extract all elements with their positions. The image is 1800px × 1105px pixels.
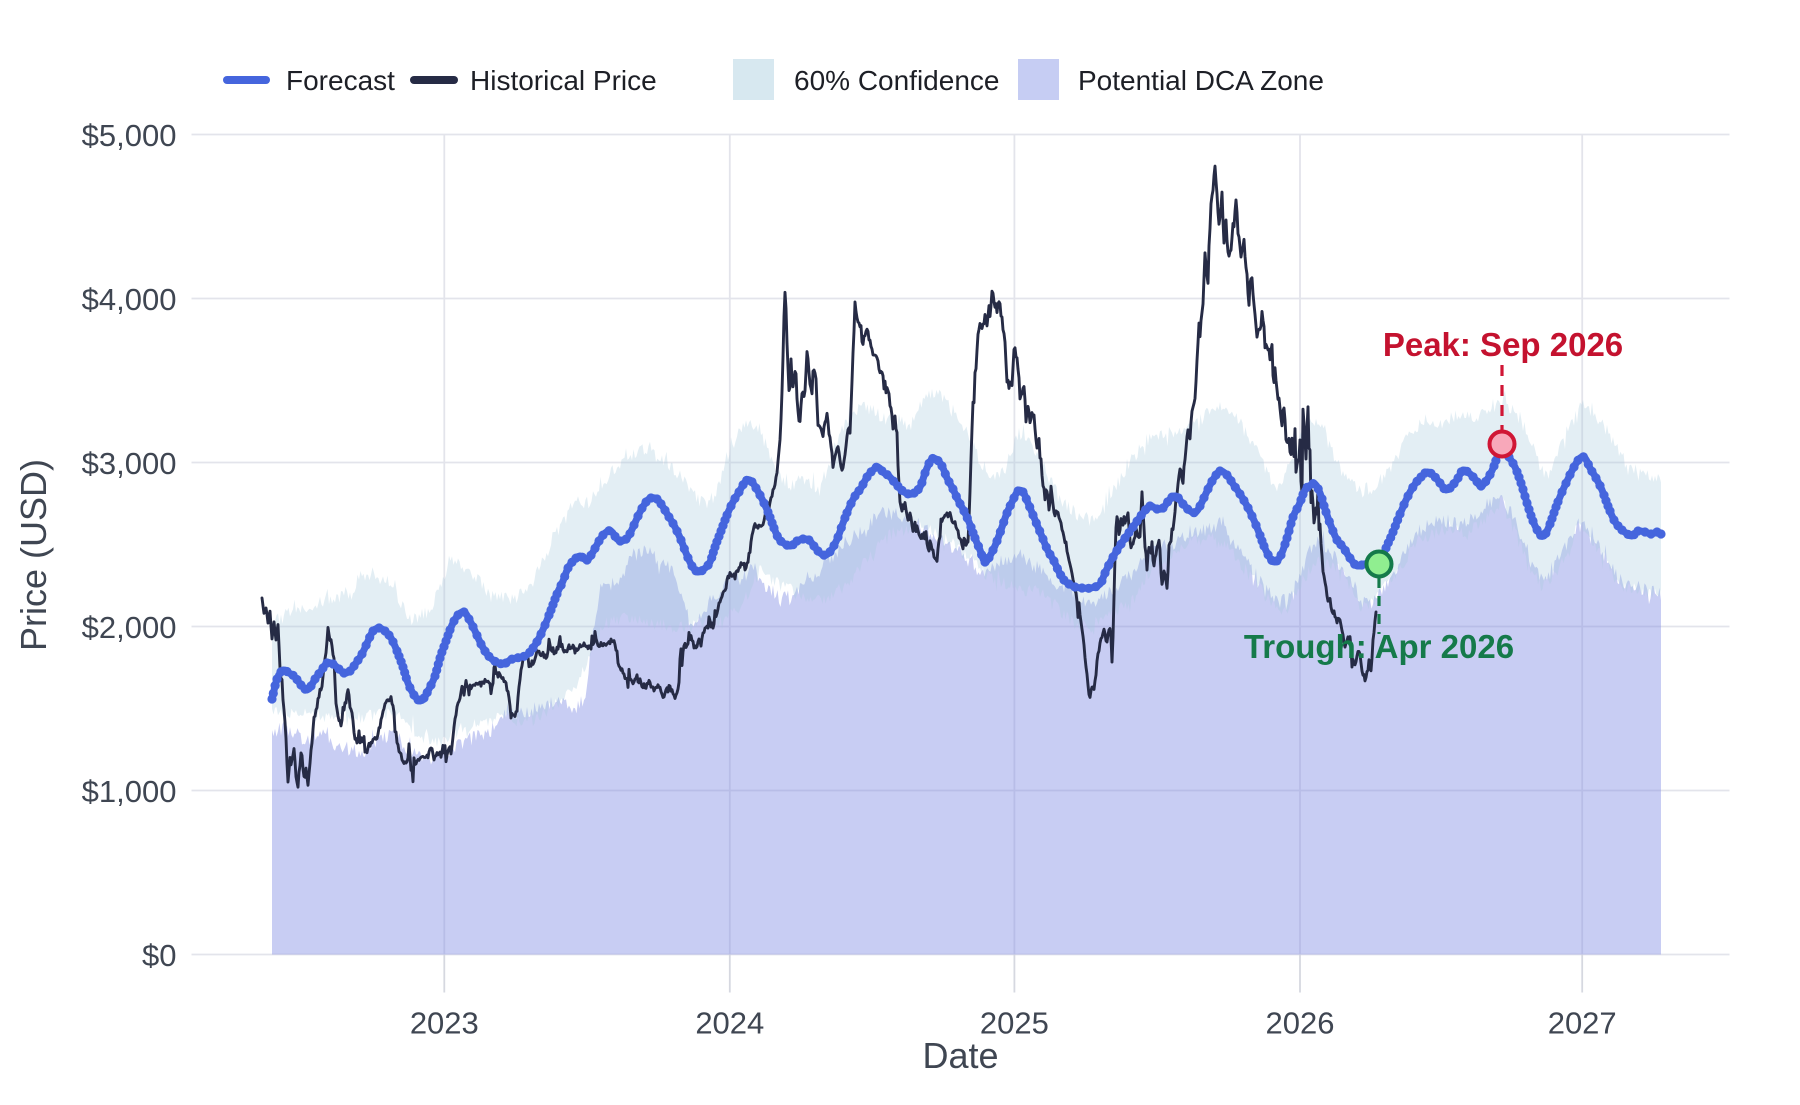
svg-text:$1,000: $1,000 [82, 774, 177, 809]
svg-text:$4,000: $4,000 [82, 282, 177, 317]
svg-text:Potential DCA Zone: Potential DCA Zone [1078, 65, 1324, 96]
svg-text:2027: 2027 [1548, 1006, 1617, 1041]
svg-text:Trough: Apr 2026: Trough: Apr 2026 [1244, 628, 1514, 665]
svg-text:Historical Price: Historical Price [470, 65, 657, 96]
svg-text:$3,000: $3,000 [82, 446, 177, 481]
svg-text:Forecast: Forecast [286, 65, 395, 96]
svg-text:Date: Date [922, 1035, 998, 1076]
svg-text:$0: $0 [142, 938, 176, 973]
svg-text:2024: 2024 [695, 1006, 764, 1041]
svg-text:2026: 2026 [1266, 1006, 1335, 1041]
svg-text:$2,000: $2,000 [82, 610, 177, 645]
svg-text:$5,000: $5,000 [82, 118, 177, 153]
svg-text:Peak: Sep 2026: Peak: Sep 2026 [1383, 326, 1623, 363]
svg-text:2025: 2025 [980, 1006, 1049, 1041]
svg-text:2023: 2023 [410, 1006, 479, 1041]
svg-text:60% Confidence: 60% Confidence [794, 65, 999, 96]
svg-text:Price (USD): Price (USD) [13, 459, 54, 651]
